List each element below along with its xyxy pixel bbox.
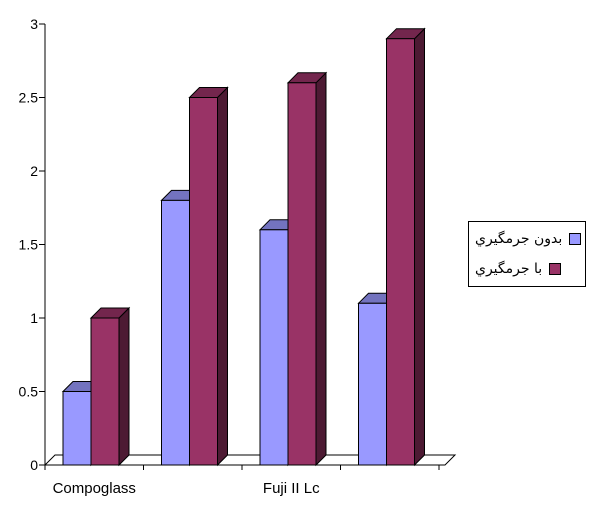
bar-side	[414, 27, 425, 467]
legend: بدون جرمگيري با جرمگيري	[468, 221, 586, 287]
bar-front	[90, 317, 120, 466]
bar-front	[161, 199, 190, 466]
bar-front	[189, 97, 218, 466]
bar-front	[62, 391, 92, 466]
x-category-label-1: Compoglass	[53, 480, 136, 497]
bar-side	[315, 71, 327, 467]
y-tick-label-2: 1	[30, 310, 38, 326]
legend-label-series-2: با جرمگيري	[475, 261, 543, 277]
bar-2-4	[385, 27, 426, 467]
y-tick-label-4: 2	[30, 163, 38, 179]
legend-item-series-1: بدون جرمگيري	[475, 230, 581, 248]
bar-2-1	[89, 306, 131, 467]
y-tick-label-5: 2.5	[19, 90, 39, 106]
legend-swatch-series-2	[548, 263, 561, 275]
y-tick-label-6: 3	[30, 16, 38, 32]
legend-item-series-2: با جرمگيري	[475, 260, 561, 278]
bar-front	[259, 229, 289, 466]
bar-front	[287, 82, 317, 466]
y-tick-label-3: 1.5	[19, 237, 39, 253]
bar-2-3	[286, 71, 328, 467]
y-tick-label-1: 0.5	[19, 384, 39, 400]
legend-swatch-series-1	[568, 233, 581, 245]
bar-side	[118, 306, 130, 467]
bar-side	[217, 86, 228, 467]
bar-front	[358, 302, 387, 466]
legend-label-series-1: بدون جرمگيري	[475, 231, 563, 247]
x-category-label-3: Fuji II Lc	[263, 480, 320, 497]
bar-2-2	[188, 86, 229, 467]
bar-front	[386, 38, 415, 466]
y-tick-label-0: 0	[30, 457, 38, 473]
